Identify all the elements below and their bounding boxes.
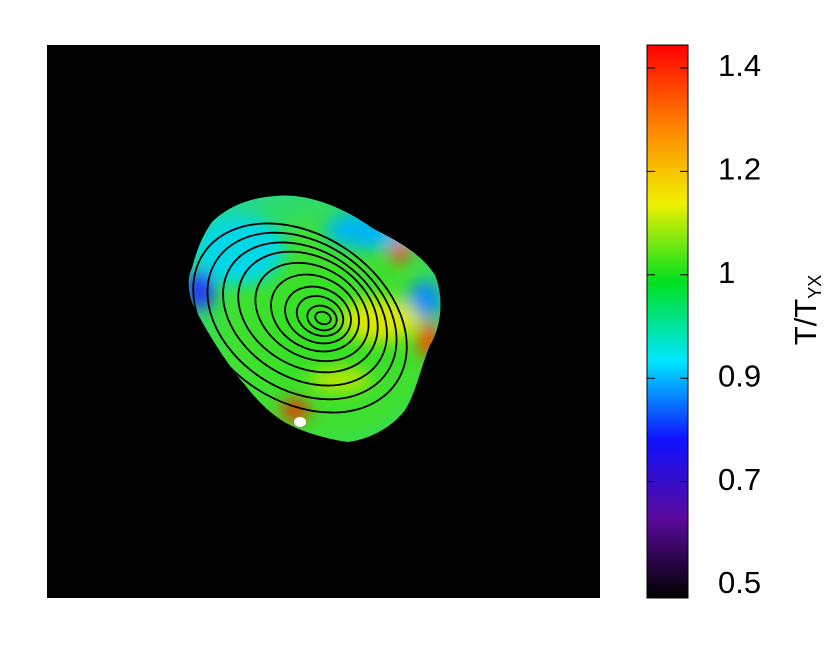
colorbar-label: T/TYX — [788, 275, 825, 346]
label-subscript: YX — [805, 275, 825, 299]
tick-label: 1.2 — [718, 152, 761, 187]
colorbar — [646, 44, 689, 599]
tick-label: 0.5 — [718, 565, 761, 600]
tick-label: 0.9 — [718, 358, 761, 393]
contours — [192, 222, 408, 414]
label-text: T/T — [788, 299, 823, 346]
tick-label: 0.7 — [718, 462, 761, 497]
tick-label: 1.4 — [718, 48, 761, 83]
tick-label: 1 — [718, 255, 735, 290]
